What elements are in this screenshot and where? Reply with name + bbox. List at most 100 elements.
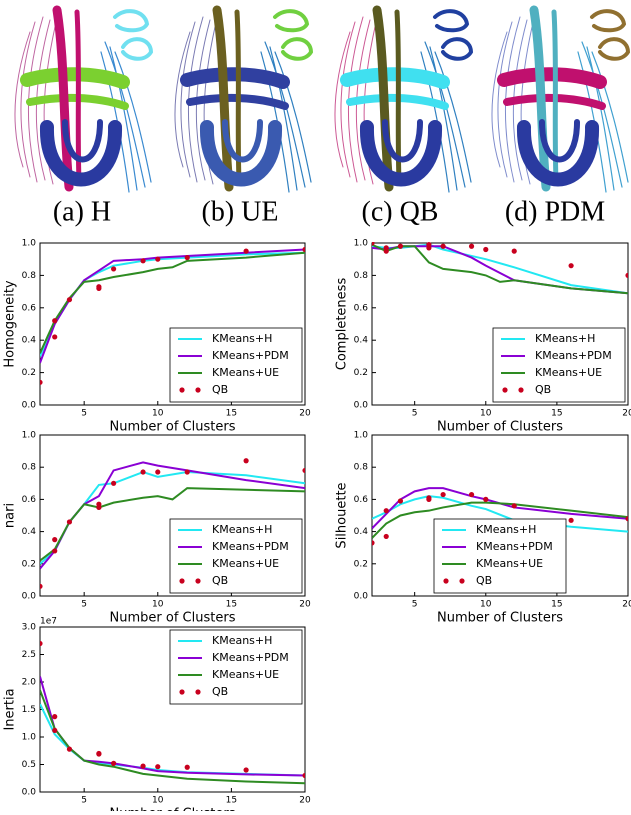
legend-label: KMeans+H bbox=[476, 523, 536, 536]
panel-image bbox=[335, 10, 471, 192]
series-line bbox=[40, 704, 305, 776]
x-tick-label: 20 bbox=[299, 796, 311, 806]
y-tick-label: 0.8 bbox=[354, 271, 369, 281]
y-axis-label: nari bbox=[3, 503, 18, 528]
y-tick-label: 0.6 bbox=[354, 303, 369, 313]
x-tick-label: 5 bbox=[81, 796, 87, 806]
qb-point bbox=[483, 247, 488, 252]
qb-point bbox=[52, 334, 57, 339]
y-tick-label: 0.0 bbox=[22, 401, 37, 411]
legend-label: KMeans+UE bbox=[212, 557, 279, 570]
legend-label: QB bbox=[212, 574, 228, 587]
legend-marker bbox=[459, 578, 464, 583]
qb-point bbox=[302, 773, 307, 778]
legend-marker bbox=[179, 578, 184, 583]
panel-image bbox=[492, 10, 628, 192]
qb-point bbox=[52, 714, 57, 719]
x-tick-label: 5 bbox=[81, 409, 87, 419]
legend-label: KMeans+UE bbox=[212, 668, 279, 681]
y-tick-label: 2.5 bbox=[22, 650, 36, 660]
x-tick-label: 15 bbox=[226, 600, 237, 610]
x-tick-label: 10 bbox=[152, 409, 164, 419]
qb-point bbox=[625, 273, 630, 278]
caption: (c) QB bbox=[362, 196, 439, 227]
legend-label: KMeans+H bbox=[535, 332, 595, 345]
legend-label: KMeans+UE bbox=[212, 366, 279, 379]
x-tick-label: 20 bbox=[622, 409, 631, 419]
x-tick-label: 10 bbox=[152, 600, 164, 610]
y-tick-label: 0.6 bbox=[354, 495, 369, 505]
x-tick-label: 5 bbox=[81, 600, 87, 610]
x-tick-label: 15 bbox=[226, 796, 237, 806]
legend-label: QB bbox=[535, 383, 551, 396]
x-tick-label: 15 bbox=[551, 600, 562, 610]
legend-label: KMeans+PDM bbox=[212, 349, 289, 362]
qb-point bbox=[469, 244, 474, 249]
x-tick-label: 15 bbox=[551, 409, 562, 419]
x-tick-label: 10 bbox=[152, 796, 164, 806]
qb-point bbox=[185, 765, 190, 770]
series-line bbox=[372, 245, 628, 294]
qb-point bbox=[384, 508, 389, 513]
qb-point bbox=[369, 540, 374, 545]
legend-marker bbox=[195, 578, 200, 583]
qb-point bbox=[469, 492, 474, 497]
y-tick-label: 0.6 bbox=[22, 495, 37, 505]
x-tick-label: 5 bbox=[412, 409, 418, 419]
qb-point bbox=[384, 249, 389, 254]
legend-marker bbox=[195, 387, 200, 392]
legend-marker bbox=[179, 689, 184, 694]
legend-label: KMeans+PDM bbox=[212, 540, 289, 553]
y-tick-label: 1.0 bbox=[22, 239, 37, 249]
qb-point bbox=[155, 469, 160, 474]
y-tick-label: 0.4 bbox=[22, 336, 37, 346]
y-tick-label: 0.0 bbox=[354, 401, 369, 411]
y-tick-label: 1.5 bbox=[22, 705, 36, 715]
qb-point bbox=[111, 266, 116, 271]
qb-point bbox=[244, 249, 249, 254]
y-tick-label: 1.0 bbox=[354, 239, 369, 249]
x-axis-label: Number of Clusters bbox=[437, 420, 563, 435]
qb-point bbox=[37, 641, 42, 646]
legend-label: QB bbox=[212, 383, 228, 396]
legend-marker bbox=[502, 387, 507, 392]
y-tick-label: 0.2 bbox=[354, 368, 368, 378]
legend-label: KMeans+PDM bbox=[212, 651, 289, 664]
x-tick-label: 5 bbox=[412, 600, 418, 610]
y-tick-label: 0.8 bbox=[354, 463, 369, 473]
y-tick-label: 2.0 bbox=[22, 678, 37, 688]
qb-point bbox=[569, 263, 574, 268]
qb-point bbox=[37, 584, 42, 589]
y-tick-label: 0.0 bbox=[22, 592, 37, 602]
qb-point bbox=[111, 761, 116, 766]
y-tick-label: 0.2 bbox=[22, 368, 36, 378]
qb-point bbox=[96, 284, 101, 289]
panel-images bbox=[15, 10, 628, 192]
qb-point bbox=[185, 255, 190, 260]
y-tick-label: 0.6 bbox=[22, 303, 37, 313]
x-axis-label: Number of Clusters bbox=[110, 807, 236, 812]
legend-label: KMeans+H bbox=[212, 523, 272, 536]
x-axis-label: Number of Clusters bbox=[110, 420, 236, 435]
qb-point bbox=[244, 767, 249, 772]
qb-point bbox=[441, 244, 446, 249]
legend-label: KMeans+H bbox=[212, 332, 272, 345]
legend-label: KMeans+PDM bbox=[476, 540, 553, 553]
qb-point bbox=[96, 751, 101, 756]
legend-label: QB bbox=[212, 685, 228, 698]
qb-point bbox=[302, 247, 307, 252]
offset-label: 1e7 bbox=[40, 617, 57, 627]
qb-point bbox=[302, 468, 307, 473]
qb-point bbox=[52, 318, 57, 323]
legend-label: KMeans+H bbox=[212, 634, 272, 647]
qb-point bbox=[111, 481, 116, 486]
y-tick-label: 1.0 bbox=[354, 431, 369, 441]
caption: (a) H bbox=[53, 196, 111, 227]
qb-point bbox=[140, 764, 145, 769]
qb-point bbox=[155, 257, 160, 262]
y-tick-label: 3.0 bbox=[22, 623, 37, 633]
